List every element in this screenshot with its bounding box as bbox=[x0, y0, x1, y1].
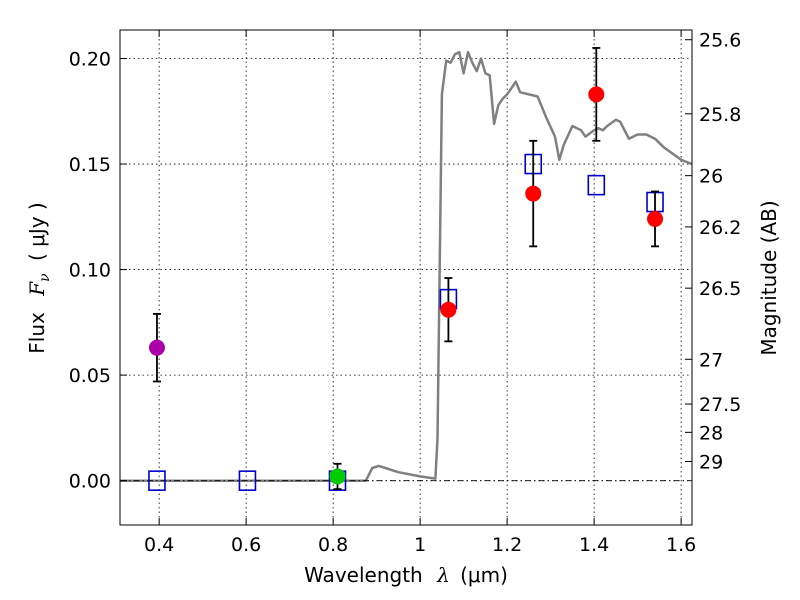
x-axis-label-units: (μm) bbox=[460, 563, 508, 587]
magnitude-tick-label: 28 bbox=[699, 422, 723, 444]
x-axis-label: Wavelength λ (μm) bbox=[304, 563, 508, 587]
magnitude-tick-label: 26 bbox=[699, 166, 723, 188]
x-tick-label: 1.2 bbox=[492, 534, 522, 556]
y-axis-label-subscript: ν bbox=[37, 273, 53, 282]
y2-axis-label: Magnitude (AB) bbox=[757, 200, 781, 355]
observed-flux-point bbox=[329, 468, 346, 485]
magnitude-tick-label: 25.8 bbox=[699, 104, 741, 126]
y-axis-label-text: Flux bbox=[25, 312, 49, 354]
x-tick-label: 0.6 bbox=[231, 534, 261, 556]
model-sed-line bbox=[120, 50, 693, 482]
observed-flux-point bbox=[440, 301, 457, 318]
y-tick-label: 0.10 bbox=[69, 260, 111, 282]
y-axis-label-symbol: F bbox=[25, 281, 49, 297]
grid bbox=[120, 30, 692, 525]
x-tick-label: 1.4 bbox=[579, 534, 609, 556]
x-tick-label: 1.6 bbox=[666, 534, 696, 556]
magnitude-tick-label: 29 bbox=[699, 451, 723, 473]
model-photometry-square bbox=[587, 174, 606, 196]
plot-data bbox=[120, 47, 693, 491]
observed-flux-point bbox=[647, 210, 664, 227]
x-tick-label: 0.4 bbox=[144, 534, 174, 556]
magnitude-tick-label: 26.2 bbox=[699, 217, 741, 239]
observed-flux-point bbox=[148, 339, 165, 356]
x-axis-label-symbol: λ bbox=[436, 563, 450, 587]
observed-flux-point bbox=[588, 86, 605, 103]
y-tick-label: 0.20 bbox=[69, 48, 111, 70]
plot-frame bbox=[119, 29, 693, 526]
x-tick-label: 1 bbox=[414, 534, 426, 556]
y-tick-label: 0.00 bbox=[69, 471, 111, 493]
x-tick-label: 0.8 bbox=[318, 534, 348, 556]
y-axis-label-units: ( μJy ) bbox=[25, 202, 49, 261]
x-axis-label-text: Wavelength bbox=[304, 563, 423, 587]
magnitude-tick-label: 27.5 bbox=[699, 394, 741, 416]
magnitude-tick-label: 25.6 bbox=[699, 30, 741, 52]
observed-flux-point bbox=[525, 185, 542, 202]
magnitude-tick-label: 26.5 bbox=[699, 278, 741, 300]
y-axis-label: Flux Fν ( μJy ) bbox=[25, 202, 54, 353]
model-photometry-square bbox=[238, 470, 257, 491]
y-tick-label: 0.15 bbox=[69, 154, 111, 176]
axes: 0.4 0.6 0.8 1 1.2 1.4 1.6 0.00 0.05 0.10 0.15 0.20 2… bbox=[69, 30, 742, 556]
magnitude-tick-label: 27 bbox=[699, 349, 723, 371]
model-photometry-square bbox=[148, 470, 166, 491]
y-tick-label: 0.05 bbox=[69, 365, 111, 387]
